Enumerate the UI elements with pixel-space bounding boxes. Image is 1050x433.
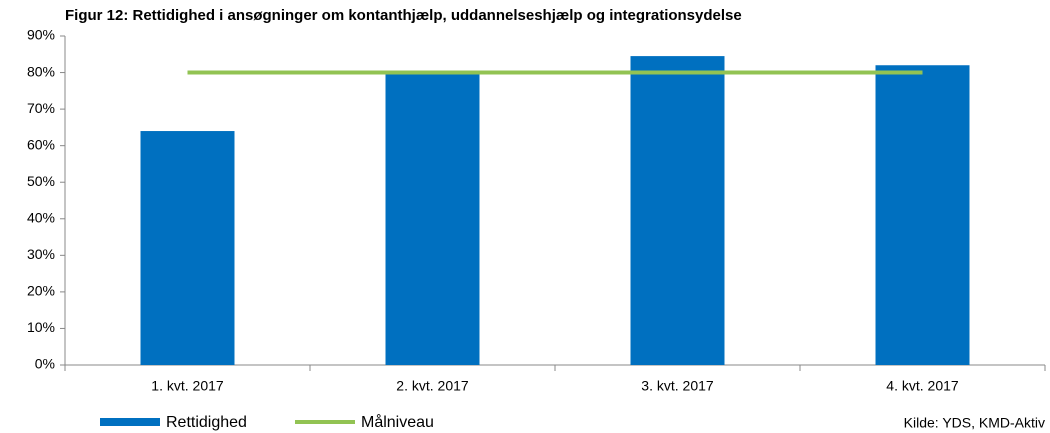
y-tick-label: 60% — [27, 136, 55, 152]
x-tick-label: 4. kvt. 2017 — [886, 378, 959, 394]
chart-title: Figur 12: Rettidighed i ansøgninger om k… — [65, 7, 742, 24]
y-tick-label: 30% — [27, 246, 55, 262]
legend-swatch — [100, 418, 160, 426]
y-tick-label: 70% — [27, 100, 55, 116]
x-tick-label: 3. kvt. 2017 — [641, 378, 714, 394]
bar — [875, 65, 970, 365]
y-tick-label: 50% — [27, 173, 55, 189]
legend-label: Målniveau — [361, 413, 434, 431]
y-tick-label: 90% — [27, 27, 55, 43]
y-tick-label: 20% — [27, 283, 55, 299]
x-tick-label: 2. kvt. 2017 — [396, 378, 469, 394]
bar — [630, 56, 725, 365]
y-tick-label: 10% — [27, 319, 55, 335]
legend-label: Rettidighed — [166, 414, 247, 431]
x-tick-label: 1. kvt. 2017 — [151, 378, 224, 394]
y-tick-label: 40% — [27, 209, 55, 225]
source-note: Kilde: YDS, KMD-Aktiv — [904, 415, 1045, 431]
y-tick-label: 0% — [35, 356, 55, 372]
bar — [140, 131, 235, 365]
y-tick-label: 80% — [27, 63, 55, 79]
bar — [385, 72, 480, 366]
